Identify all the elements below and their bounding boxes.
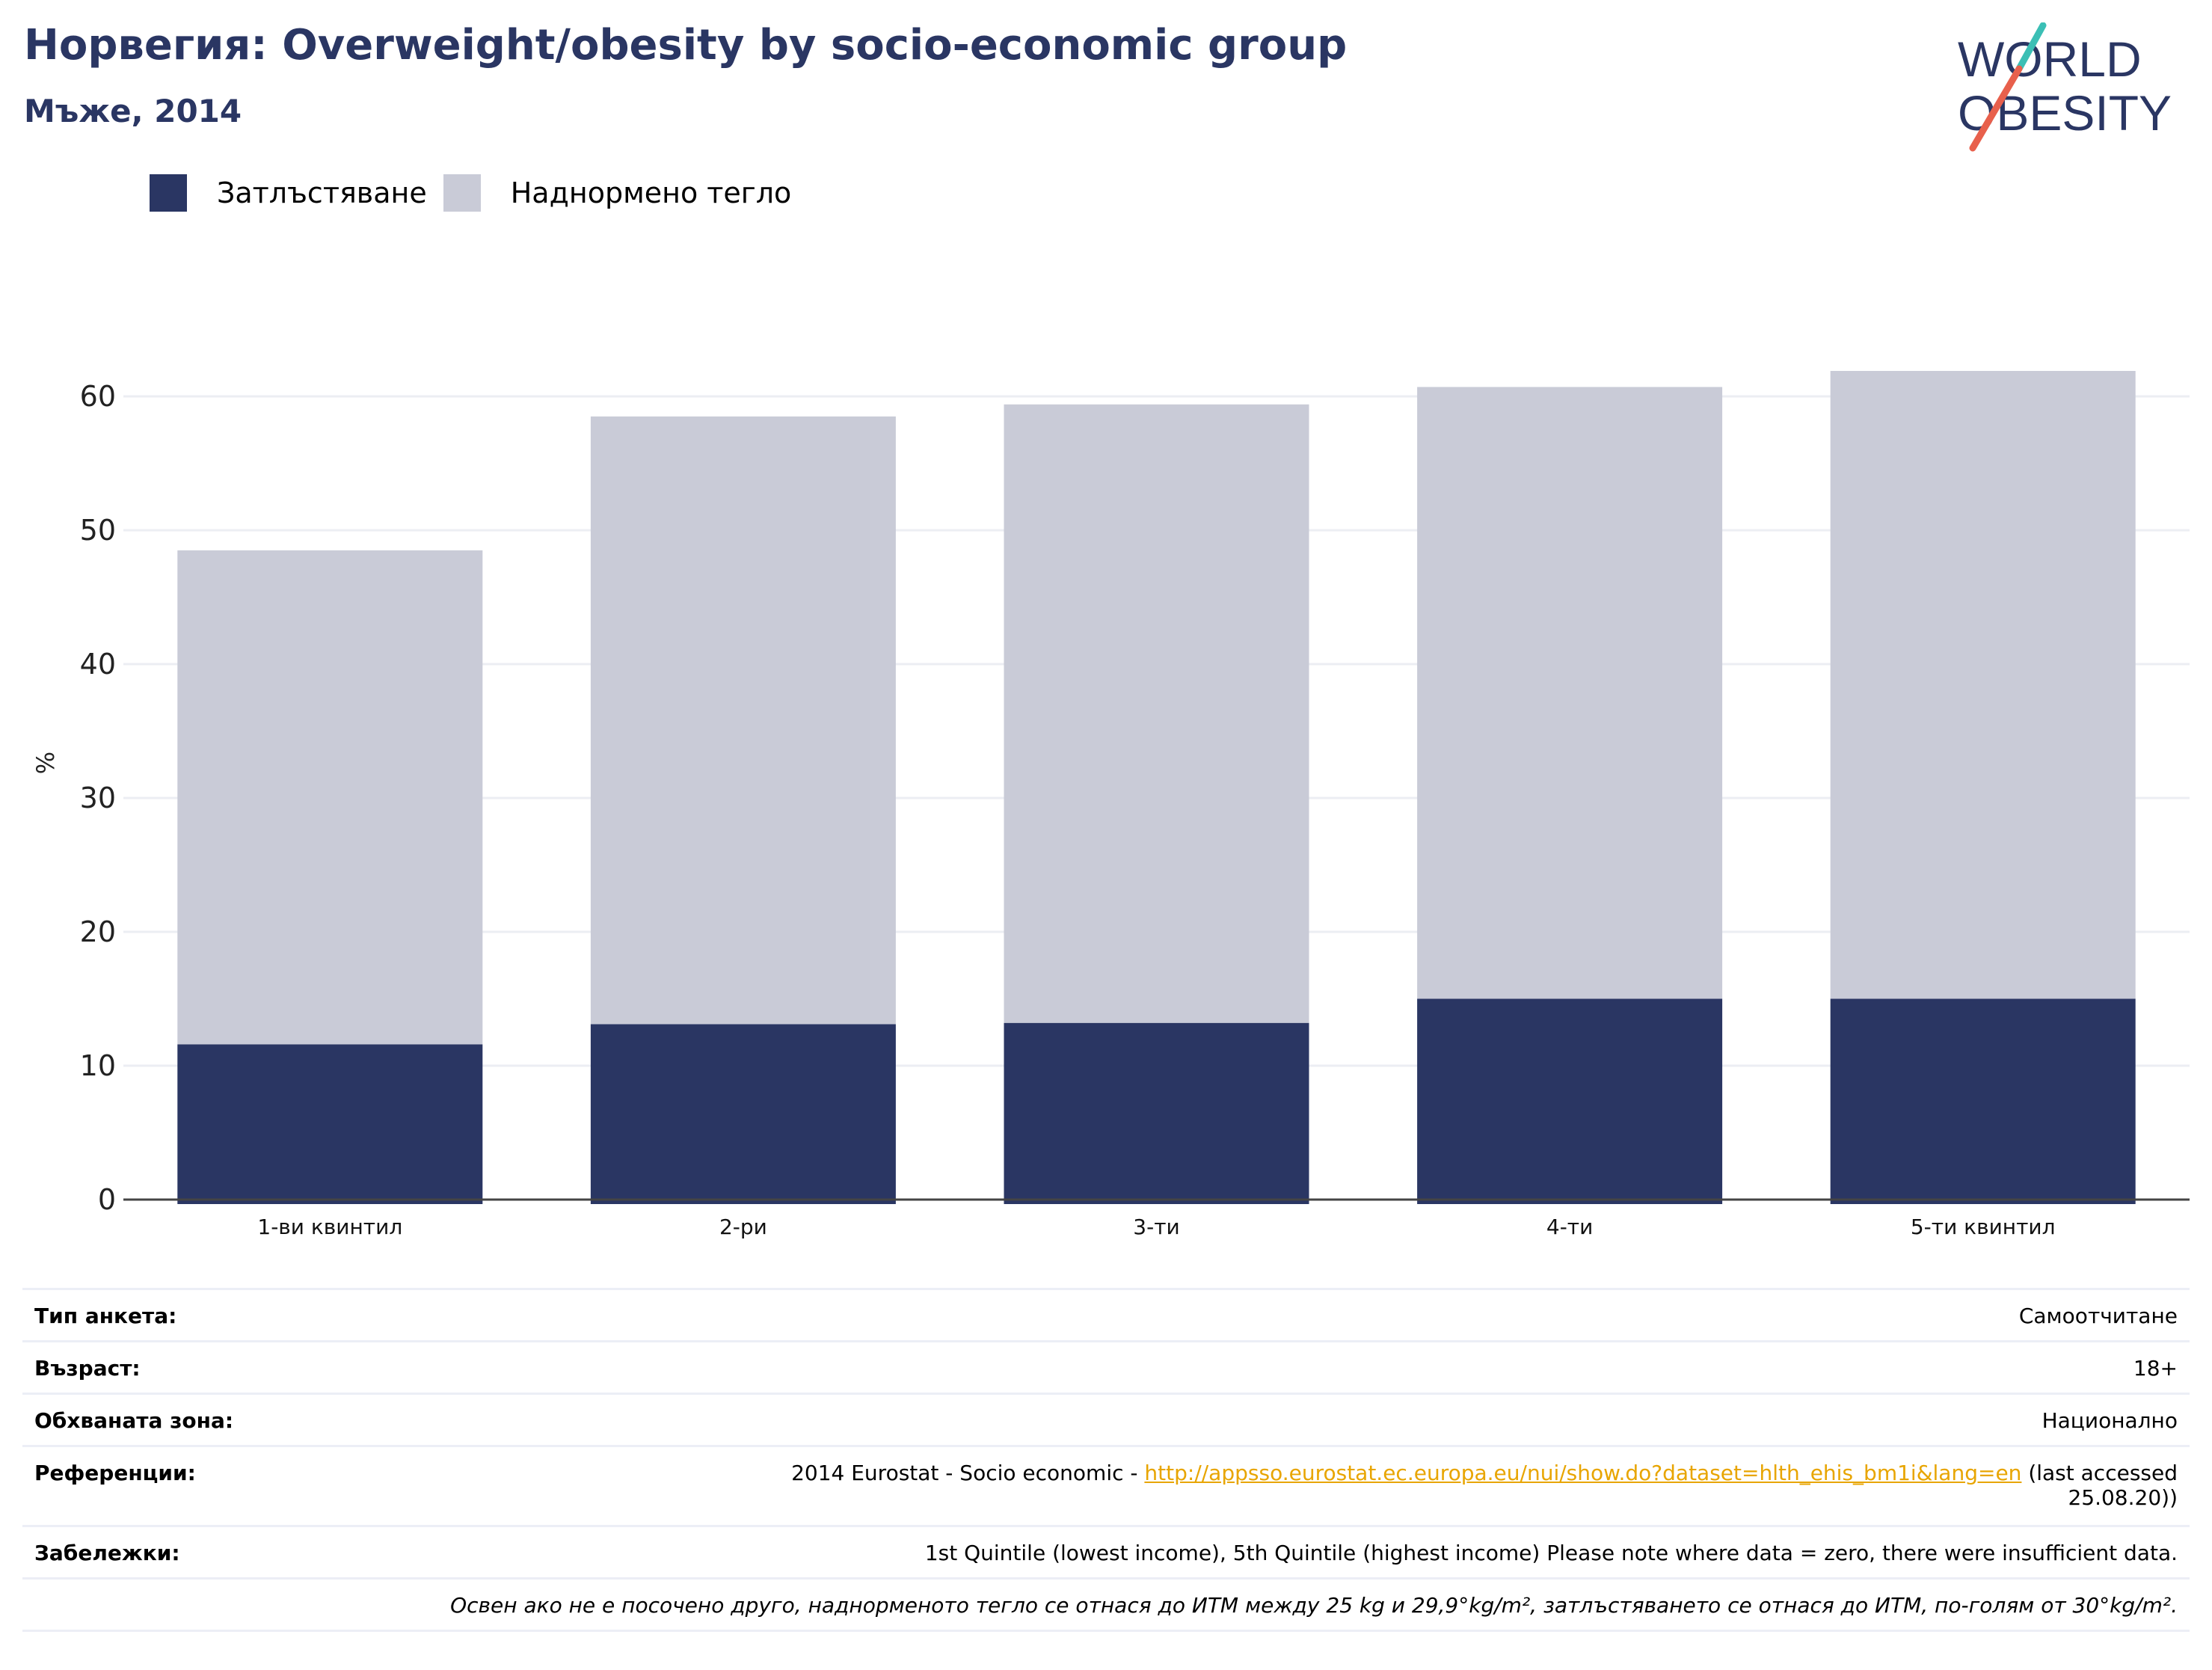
bar-overweight [1417, 387, 1723, 999]
bar-overweight [1830, 370, 2136, 999]
y-tick-label: 10 [80, 1049, 116, 1082]
meta-value-survey-type: Самоотчитане [2018, 1304, 2178, 1328]
x-tick-label: 2-ри [719, 1215, 767, 1239]
reference-prefix: 2014 Eurostat - Socio economic - [791, 1461, 1145, 1485]
x-tick-label: 5-ти квинтил [1911, 1215, 2056, 1239]
meta-label-references: Референции: [34, 1461, 196, 1485]
meta-row-references: Референции: 2014 Eurostat - Socio econom… [22, 1445, 2190, 1525]
bar-overweight [1004, 404, 1309, 1023]
meta-value-notes: 1st Quintile (lowest income), 5th Quinti… [924, 1541, 2178, 1565]
legend-label-overweight: Наднормено тегло [510, 176, 792, 209]
legend-item-obesity[interactable]: Затлъстяване [150, 174, 427, 212]
legend-item-overweight[interactable]: Наднормено тегло [443, 174, 792, 212]
meta-label-notes: Забележки: [34, 1541, 180, 1565]
y-axis-label: % [31, 752, 60, 774]
meta-row-footnote: Освен ако не е посочено друго, наднормен… [22, 1577, 2190, 1632]
world-obesity-logo: WORLD OBESITY [1958, 22, 2172, 152]
meta-value-references: 2014 Eurostat - Socio economic - http://… [791, 1461, 2178, 1510]
meta-label-area: Обхваната зона: [34, 1408, 234, 1433]
reference-link[interactable]: http://appsso.eurostat.ec.europa.eu/nui/… [1144, 1461, 2022, 1485]
logo-line1: WORLD [1958, 31, 2142, 87]
y-tick-label: 0 [98, 1183, 116, 1216]
legend-label-obesity: Затлъстяване [217, 176, 427, 209]
bar-overweight [177, 550, 483, 1045]
metadata-table: Тип анкета: Самоотчитане Възраст: 18+ Об… [22, 1288, 2190, 1632]
reference-suffix-2: 25.08.20)) [2068, 1485, 2178, 1510]
x-tick-label: 3-ти [1133, 1215, 1179, 1239]
meta-row-notes: Забележки: 1st Quintile (lowest income),… [22, 1525, 2190, 1577]
meta-value-age: 18+ [2133, 1356, 2178, 1381]
meta-label-age: Възраст: [34, 1356, 141, 1381]
legend: Затлъстяване Наднормено тегло [150, 172, 808, 214]
legend-swatch-overweight [443, 174, 481, 212]
x-tick-label: 4-ти [1546, 1215, 1593, 1239]
bar-obesity [177, 1044, 483, 1204]
y-tick-label: 20 [80, 915, 116, 948]
meta-row-survey-type: Тип анкета: Самоотчитане [22, 1288, 2190, 1340]
y-tick-label: 50 [80, 514, 116, 547]
x-tick-label: 1-ви квинтил [257, 1215, 402, 1239]
meta-value-area: Национално [2042, 1408, 2178, 1433]
bar-obesity [1004, 1022, 1309, 1204]
legend-swatch-obesity [150, 174, 187, 212]
reference-suffix: (last accessed [2021, 1461, 2178, 1485]
bar-obesity [1417, 998, 1723, 1204]
chart-title: Норвегия: Overweight/obesity by socio-ec… [24, 21, 1348, 70]
meta-row-age: Възраст: 18+ [22, 1340, 2190, 1393]
bar-overweight [590, 416, 896, 1025]
y-tick-label: 40 [80, 648, 116, 681]
bar-obesity [1830, 998, 2136, 1204]
chart-subtitle: Мъже, 2014 [24, 93, 242, 129]
y-tick-label: 60 [80, 380, 116, 413]
y-tick-label: 30 [80, 782, 116, 814]
meta-label-survey-type: Тип анкета: [34, 1304, 177, 1328]
stacked-bar-chart: 0 10 20 30 40 50 60% 1-ви квинтил 2-ри 3-ти 4-ти 5-… [31, 370, 2190, 1239]
bar-obesity [590, 1024, 896, 1204]
meta-row-area: Обхваната зона: Национално [22, 1393, 2190, 1445]
footnote-text: Освен ако не е посочено друго, наднормен… [450, 1593, 2178, 1618]
